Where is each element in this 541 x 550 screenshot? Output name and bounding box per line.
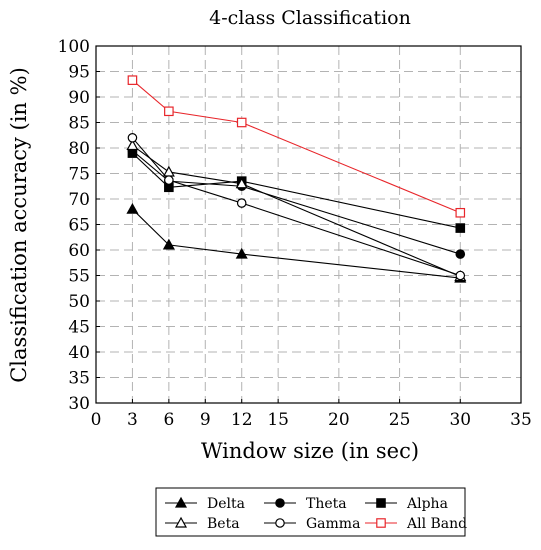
series-line xyxy=(132,208,461,279)
series-line xyxy=(132,137,461,277)
y-tick-label: 100 xyxy=(58,37,90,57)
legend-label: Delta xyxy=(207,496,245,512)
x-axis-label: Window size (in sec) xyxy=(201,439,419,463)
legend-label: All Band xyxy=(406,516,467,532)
series-line xyxy=(132,79,461,214)
series-line xyxy=(132,152,461,229)
legend-marker xyxy=(174,496,188,508)
data-point xyxy=(164,106,174,117)
data-point xyxy=(126,202,139,214)
legend-entry: All Band xyxy=(365,516,467,532)
y-tick-label: 80 xyxy=(68,139,90,159)
y-tick-label: 40 xyxy=(68,343,90,363)
legend-marker xyxy=(275,498,285,508)
series-beta xyxy=(126,139,467,282)
data-point xyxy=(455,223,466,233)
y-tick-label: 95 xyxy=(68,63,90,83)
legend-label: Gamma xyxy=(306,516,360,532)
x-tick-label: 15 xyxy=(267,410,289,430)
legend-marker xyxy=(376,518,386,528)
series-delta xyxy=(126,202,467,283)
series-theta xyxy=(127,145,466,259)
data-point xyxy=(127,148,138,158)
series-line xyxy=(132,150,461,255)
x-tick-label: 3 xyxy=(127,410,138,430)
y-tick-label: 50 xyxy=(68,292,90,312)
ticks: 0 3 6 9 12 15 20 25 30 35 30 35 40 45 50 55 60 65 70 75 80 85… xyxy=(58,37,532,430)
data-point xyxy=(236,198,247,208)
series-all-band xyxy=(127,75,466,218)
y-tick-label: 60 xyxy=(68,241,90,261)
y-tick-label: 45 xyxy=(68,318,90,338)
series-gamma xyxy=(127,133,466,281)
data-point xyxy=(455,270,466,281)
legend-marker xyxy=(275,518,285,528)
legend-entry: Delta xyxy=(165,496,245,512)
series-line xyxy=(132,145,461,278)
data-point xyxy=(455,249,466,259)
data-point xyxy=(127,75,138,85)
data-point xyxy=(164,175,174,185)
x-tick-label: 12 xyxy=(231,410,253,430)
data-point xyxy=(126,139,139,151)
legend: Delta Theta Alpha Beta Gamma All Band xyxy=(155,487,467,537)
y-tick-label: 65 xyxy=(68,216,90,236)
legend-marker xyxy=(174,516,188,528)
y-tick-label: 30 xyxy=(68,394,90,414)
y-tick-label: 35 xyxy=(68,369,90,389)
chart-title: 4-class Classification xyxy=(209,7,411,29)
data-point xyxy=(162,165,175,177)
y-tick-label: 85 xyxy=(68,114,90,134)
data-point xyxy=(236,117,247,128)
legend-label: Theta xyxy=(306,496,347,512)
series-alpha xyxy=(127,148,466,233)
data-point xyxy=(455,207,466,218)
legend-box xyxy=(155,487,466,537)
legend-marker xyxy=(376,498,386,508)
x-tick-label: 9 xyxy=(200,410,211,430)
legend-entry: Gamma xyxy=(264,516,360,532)
legend-entry: Beta xyxy=(165,516,240,532)
data-point xyxy=(235,177,248,189)
x-tick-label: 25 xyxy=(389,410,411,430)
x-tick-label: 0 xyxy=(91,410,102,430)
legend-entry: Alpha xyxy=(365,496,448,512)
legend-label: Beta xyxy=(207,516,240,532)
y-tick-label: 70 xyxy=(68,190,90,210)
y-tick-label: 90 xyxy=(68,88,90,108)
data-point xyxy=(127,133,138,143)
y-tick-label: 75 xyxy=(68,165,90,185)
series-layer xyxy=(126,75,467,283)
y-axis-label: Classification accuracy (in %) xyxy=(7,67,31,383)
x-tick-label: 20 xyxy=(328,410,350,430)
legend-label: Alpha xyxy=(406,496,448,512)
x-tick-label: 6 xyxy=(163,410,174,430)
x-tick-label: 35 xyxy=(510,410,532,430)
x-tick-label: 30 xyxy=(449,410,471,430)
legend-entry: Theta xyxy=(264,496,347,512)
data-point xyxy=(162,238,175,250)
y-tick-label: 55 xyxy=(68,267,90,287)
data-point xyxy=(235,247,248,259)
